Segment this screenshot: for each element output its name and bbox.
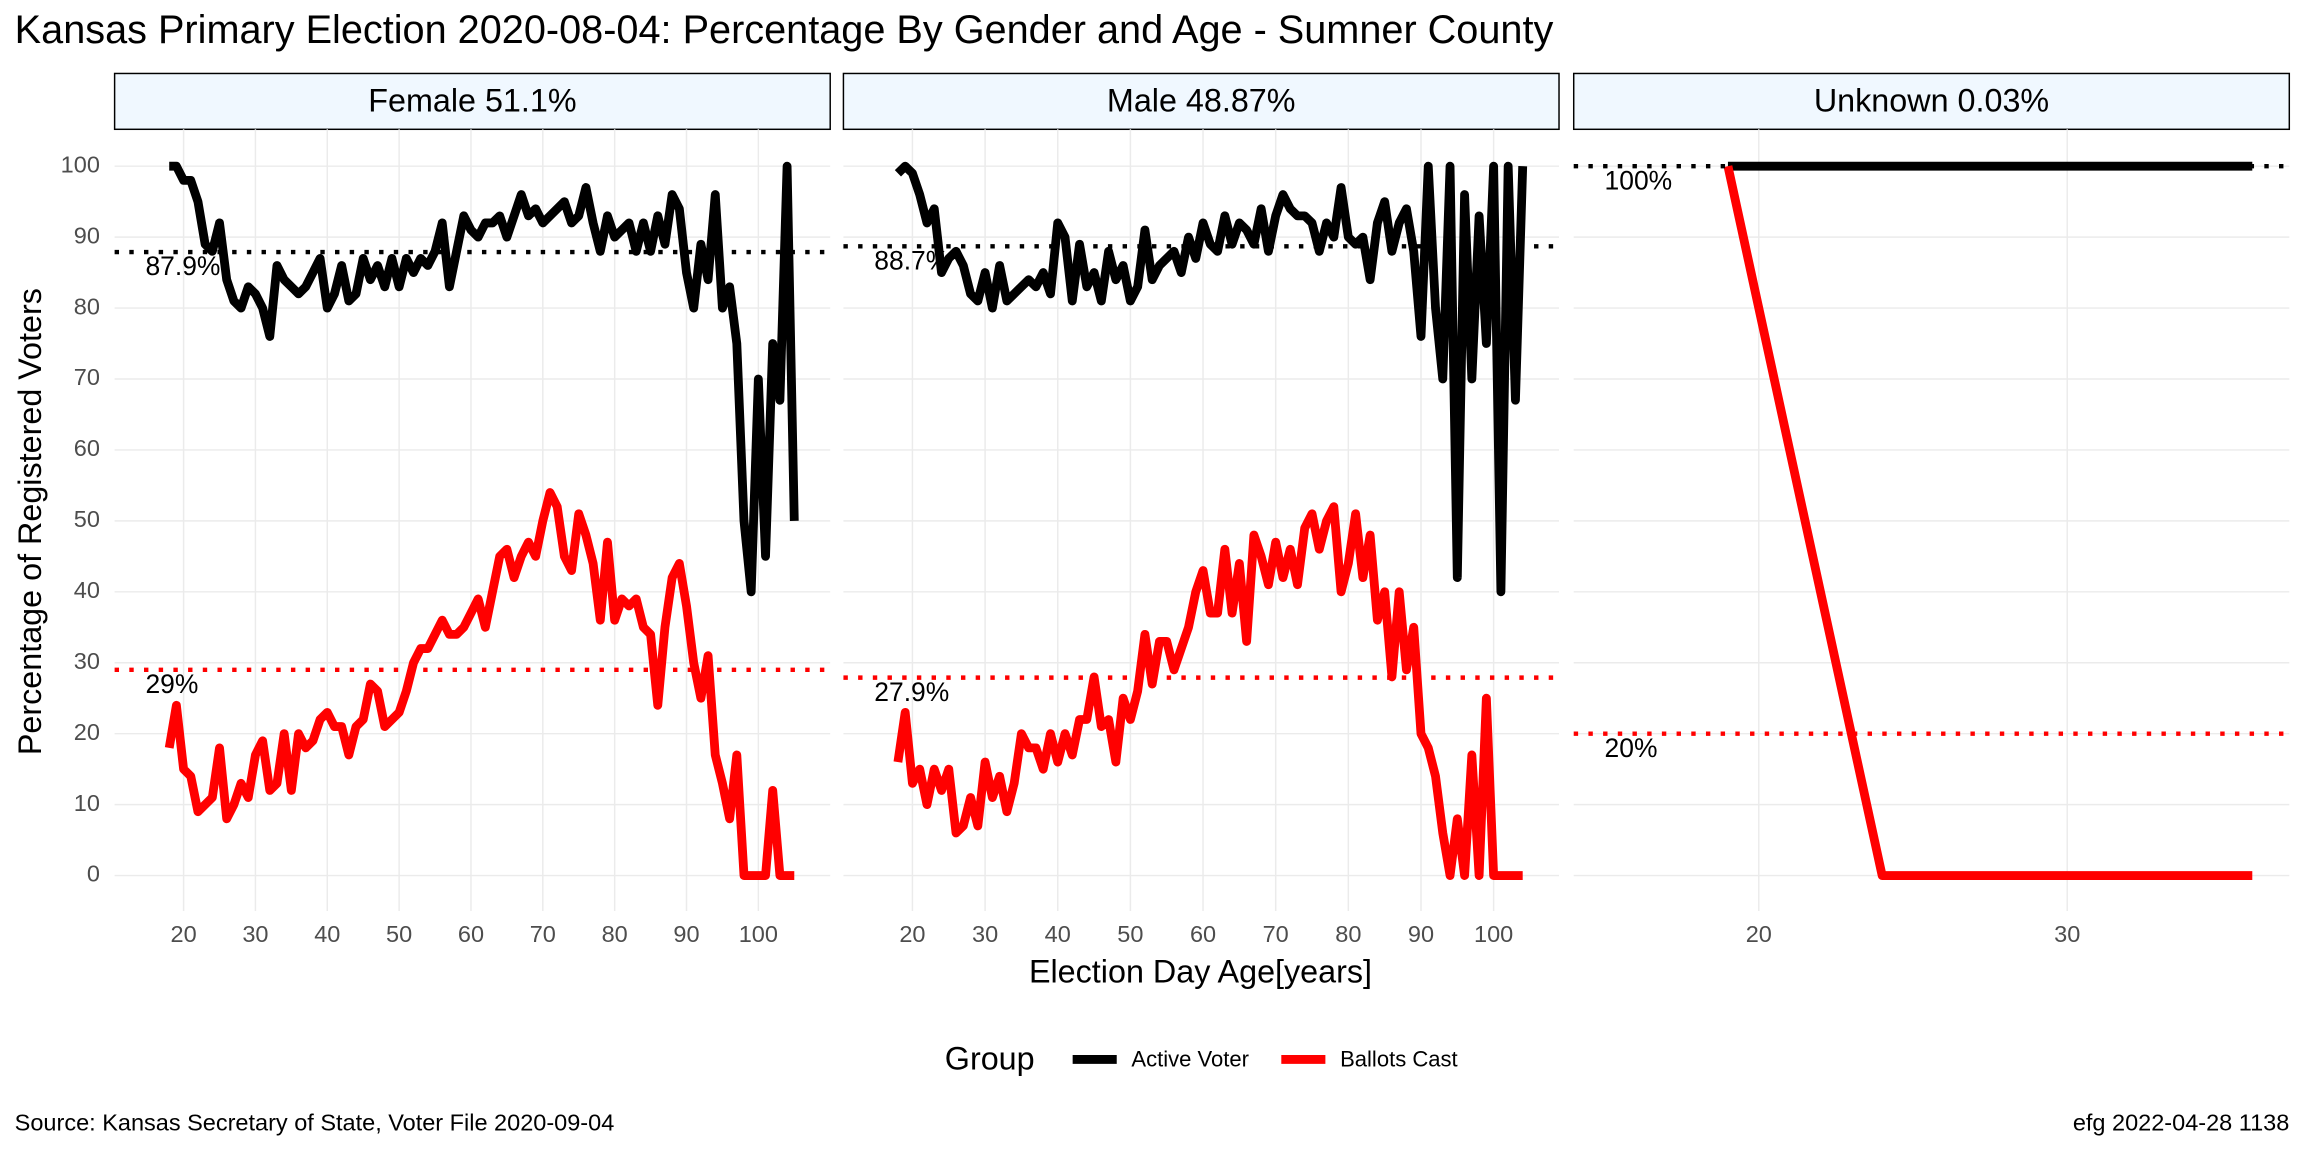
reference-label: 88.7% (874, 245, 949, 275)
x-tick-label: 70 (1263, 921, 1289, 947)
x-tick-label: 50 (1117, 921, 1143, 947)
chart-title: Kansas Primary Election 2020-08-04: Perc… (15, 8, 1554, 52)
x-tick-label: 100 (739, 921, 778, 947)
reference-label: 27.9% (874, 677, 949, 707)
y-tick-label: 20 (74, 719, 100, 745)
x-tick-label: 40 (1045, 921, 1071, 947)
series-line (1723, 165, 2253, 880)
reference-label: 29% (145, 669, 198, 699)
y-axis-label: Percentage of Registered Voters (12, 288, 48, 755)
source-note: Source: Kansas Secretary of State, Voter… (15, 1109, 615, 1135)
x-tick-label: 70 (530, 921, 556, 947)
x-tick-label: 30 (242, 921, 268, 947)
y-tick-label: 70 (74, 364, 100, 390)
facet-strip (113, 72, 831, 131)
y-tick-label: 30 (74, 648, 100, 674)
x-tick-label: 80 (1335, 921, 1361, 947)
reference-label: 100% (1605, 165, 1673, 195)
y-tick-label: 100 (61, 151, 100, 177)
y-tick-label: 50 (74, 506, 100, 532)
y-tick-label: 10 (74, 790, 100, 816)
series-line (169, 161, 799, 597)
y-tick-label: 40 (74, 577, 100, 603)
x-tick-label: 90 (673, 921, 699, 947)
y-tick-label: 60 (74, 435, 100, 461)
x-tick-label: 20 (899, 921, 925, 947)
x-tick-label: 90 (1408, 921, 1434, 947)
y-tick-label: 80 (74, 293, 100, 319)
facet-strip (842, 72, 1560, 131)
x-tick-label: 30 (972, 921, 998, 947)
x-tick-label: 30 (2054, 921, 2080, 947)
x-tick-label: 80 (602, 921, 628, 947)
reference-label: 20% (1605, 733, 1658, 763)
x-axis-label: Election Day Age[years] (1029, 954, 1372, 990)
x-tick-label: 40 (314, 921, 340, 947)
y-tick-label: 0 (87, 861, 100, 887)
stamp: efg 2022-04-28 1138 (2073, 1109, 2289, 1135)
legend-label: Ballots Cast (1340, 1047, 1458, 1072)
x-tick-label: 50 (386, 921, 412, 947)
series-line (894, 161, 1528, 597)
x-tick-label: 20 (1746, 921, 1772, 947)
x-tick-label: 20 (171, 921, 197, 947)
x-tick-label: 100 (1474, 921, 1513, 947)
x-tick-label: 60 (458, 921, 484, 947)
y-tick-label: 90 (74, 222, 100, 248)
facet-title: Female 51.1% (368, 82, 576, 118)
series-line (893, 502, 1523, 880)
facet-title: Unknown 0.03% (1814, 82, 2049, 118)
legend-title: Group (945, 1040, 1035, 1076)
legend-label: Active Voter (1131, 1047, 1249, 1072)
facet-title: Male 48.87% (1107, 82, 1296, 118)
x-tick-label: 60 (1190, 921, 1216, 947)
facet-strip (1572, 72, 2291, 131)
reference-label: 87.9% (145, 251, 220, 281)
series-line (164, 488, 795, 880)
